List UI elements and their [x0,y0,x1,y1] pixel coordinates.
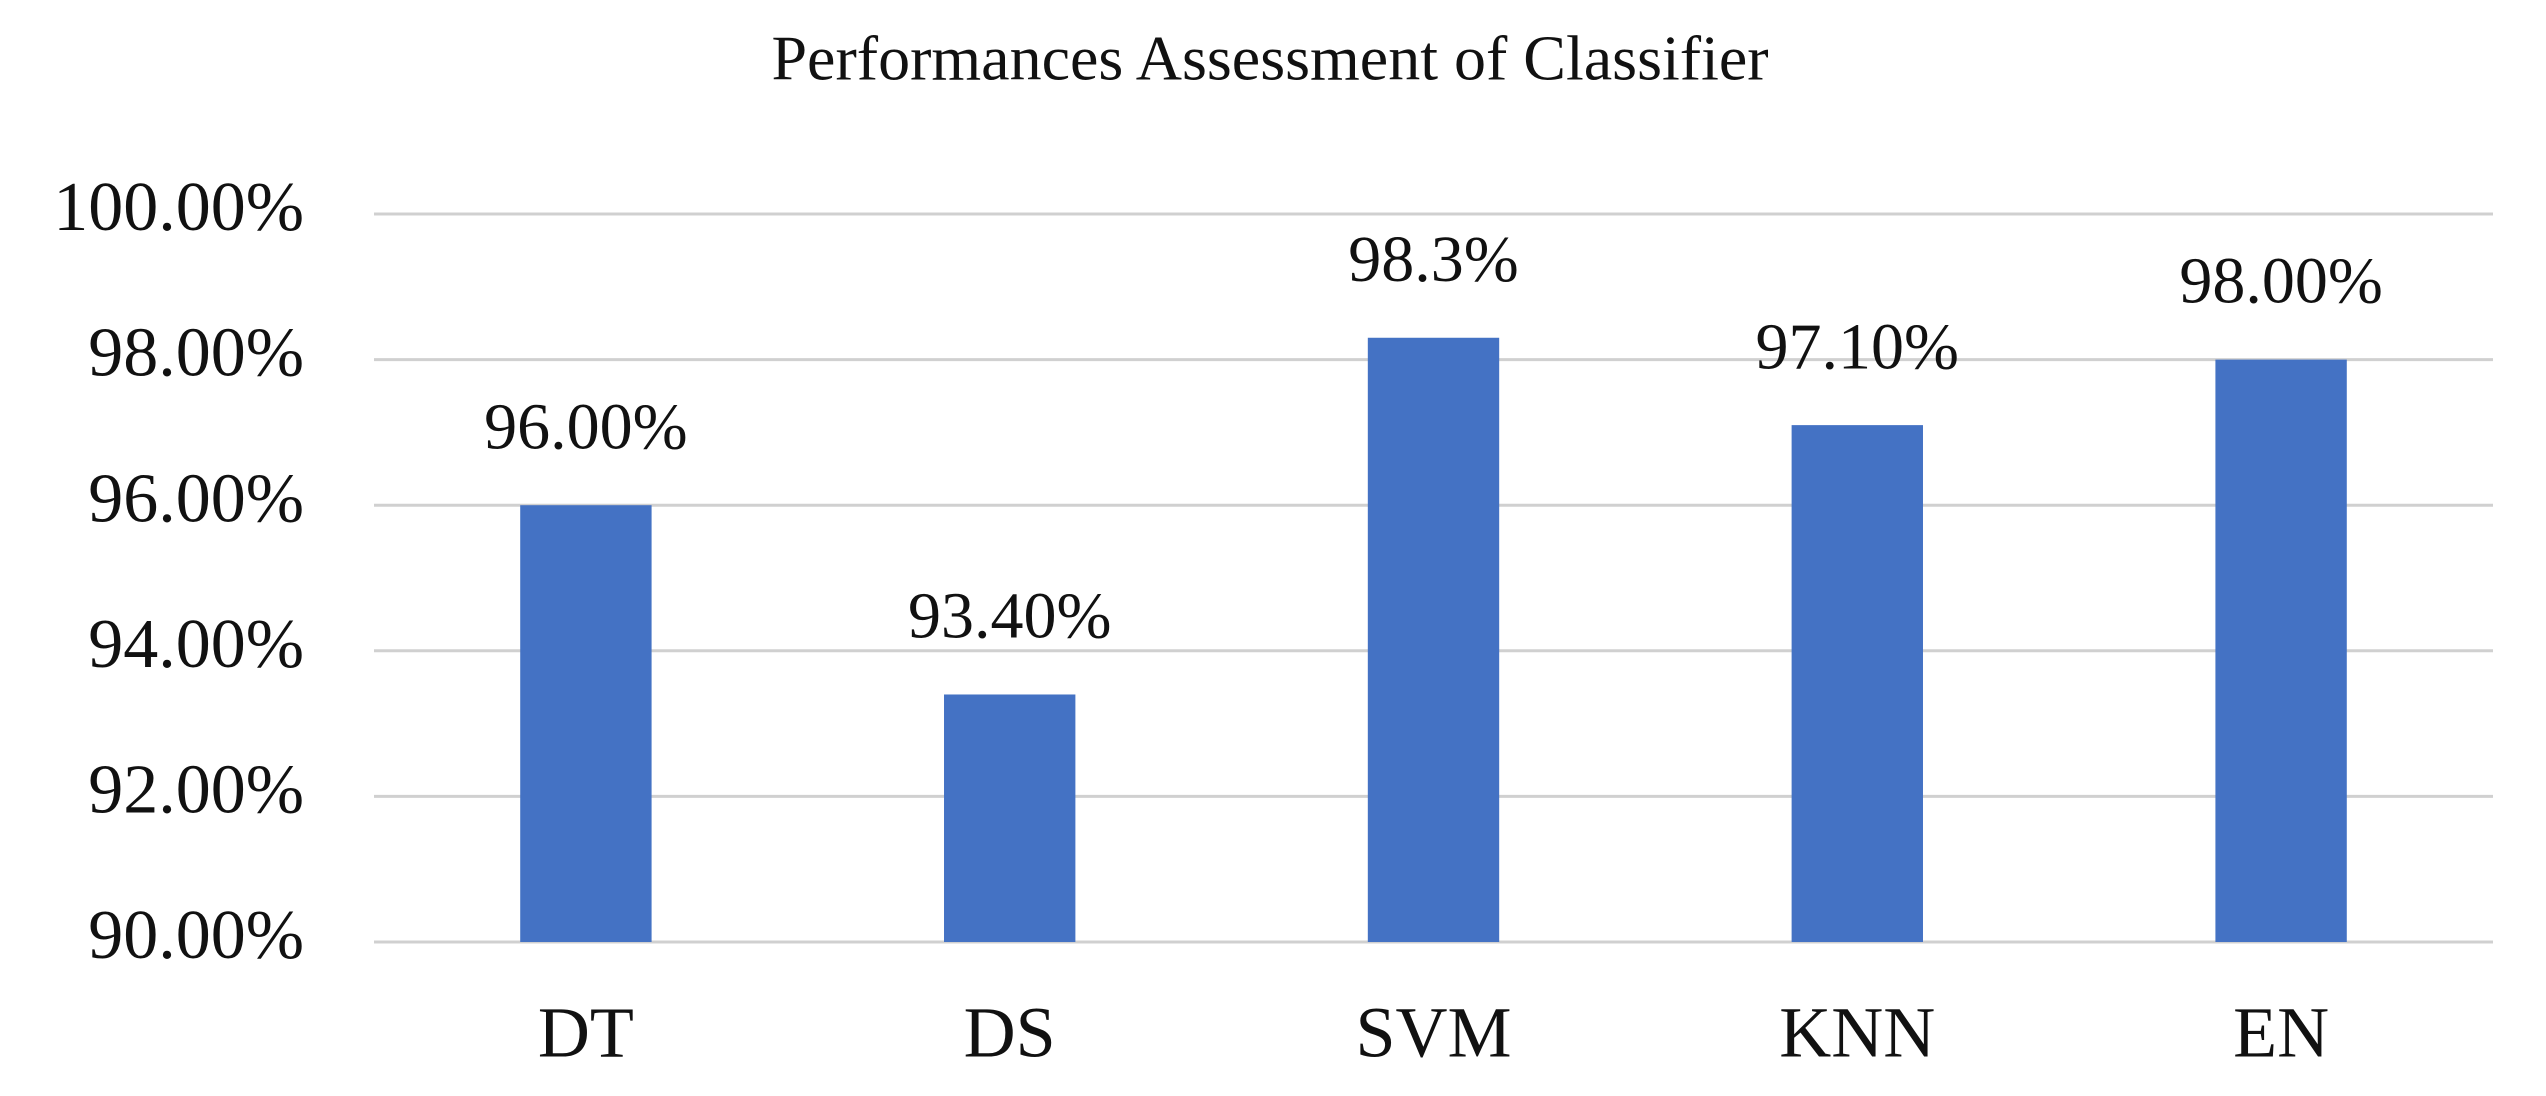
x-tick-label: EN [2233,993,2329,1073]
x-tick-label: KNN [1779,993,1935,1073]
value-label: 97.10% [1756,310,1959,383]
value-label: 96.00% [484,390,687,463]
value-label: 93.40% [908,580,1111,653]
y-tick-label: 94.00% [88,606,304,683]
chart-title: Performances Assessment of Classifier [771,23,1768,94]
y-tick-label: 90.00% [88,897,304,974]
x-tick-label: DS [964,993,1056,1073]
x-tick-label: SVM [1355,993,1511,1073]
y-tick-label: 96.00% [88,460,304,537]
x-tick-label: DT [538,993,634,1073]
y-tick-label: 100.00% [53,169,304,246]
bar [944,694,1076,942]
y-tick-label: 92.00% [88,751,304,828]
bar [1367,337,1500,942]
value-label: 98.00% [2179,245,2382,318]
y-tick-label: 98.00% [88,315,304,392]
bar [520,505,652,942]
bar [1791,425,1923,942]
bar [2215,359,2347,943]
value-label: 98.3% [1348,223,1518,296]
